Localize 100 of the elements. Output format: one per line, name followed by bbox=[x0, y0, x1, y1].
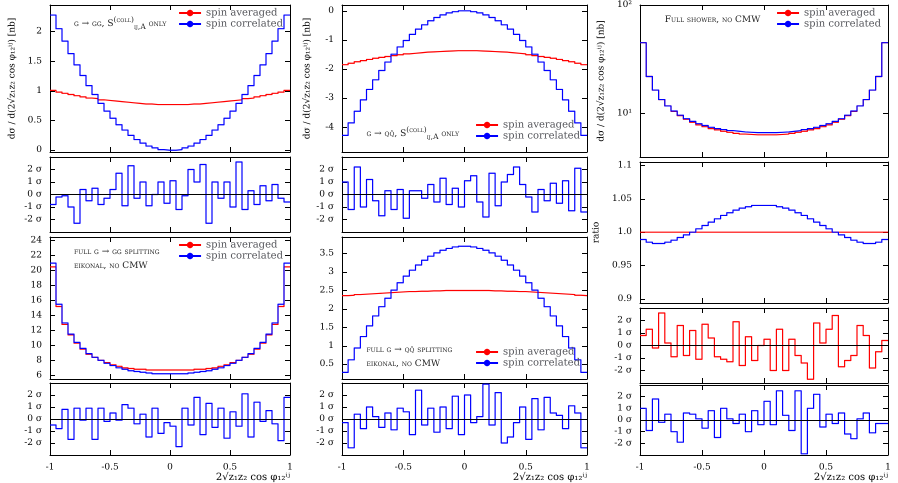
y-tick-label: -3 bbox=[325, 93, 334, 104]
y-tick-label: -2 σ bbox=[316, 438, 334, 448]
y-tick-label: 2 σ bbox=[27, 390, 42, 400]
y-tick-label: 8 bbox=[36, 355, 42, 366]
annotation: g → qq̄, S$^{(coll)}$$_{ij,A}$ only bbox=[366, 124, 460, 143]
y-tick-label: 2 σ bbox=[319, 164, 334, 174]
y-tick-label: 0 σ bbox=[319, 414, 334, 424]
x-tick-label: 0.5 bbox=[222, 462, 238, 472]
y-tick-label: -4 bbox=[325, 122, 334, 132]
y-tick-label: 1.5 bbox=[28, 56, 42, 66]
y-tick-label: -1 σ bbox=[614, 426, 632, 437]
legend-label: spin averaged bbox=[503, 120, 575, 130]
y-tick-label: 1.0 bbox=[618, 227, 632, 238]
y-tick-label: -1 σ bbox=[316, 426, 334, 436]
y-tick-label: 1 σ bbox=[27, 177, 42, 187]
y-tick-label: 22 bbox=[30, 250, 42, 261]
y-tick-label: 1 σ bbox=[27, 402, 42, 412]
y-tick-label: 0 σ bbox=[27, 190, 42, 200]
x-axis-title: 2√z₁z₂ cos φ₁₂ⁱʲ bbox=[512, 472, 587, 483]
x-tick-label: -0.5 bbox=[394, 462, 412, 472]
y-tick-label: 20 bbox=[30, 266, 42, 276]
y-tick-label: -2 σ bbox=[614, 438, 632, 448]
legend-label: spin averaged bbox=[206, 240, 278, 250]
x-tick-label: -0.5 bbox=[693, 462, 711, 472]
legend-label: spin correlated bbox=[804, 18, 882, 30]
y-tick-label: 2 σ bbox=[319, 390, 334, 400]
annotation: full g → gg splitting bbox=[74, 246, 160, 259]
x-tick-label: 0.5 bbox=[818, 462, 834, 472]
y-tick-label: -2 σ bbox=[316, 214, 334, 224]
y-tick-label: 0 σ bbox=[617, 415, 632, 425]
legend-label: spin correlated bbox=[206, 18, 284, 30]
x-tick-label: -1 bbox=[46, 462, 54, 472]
annotation: full g → qq̄ splitting bbox=[366, 344, 452, 357]
annotation: g → gg, S$^{(coll)}$$_{ij,A}$ only bbox=[74, 14, 166, 33]
annotation: eikonal, no CMW bbox=[366, 358, 442, 371]
y-tick-label: 1 σ bbox=[319, 177, 334, 187]
y-tick-label: -1 σ bbox=[24, 202, 42, 212]
y-tick-label: 2 σ bbox=[617, 392, 632, 402]
y-tick-label: 0 σ bbox=[319, 190, 334, 200]
y-tick-label: 0.9 bbox=[618, 294, 632, 304]
y-tick-label: 2 σ bbox=[617, 316, 632, 326]
y-tick-label: 0 bbox=[328, 6, 334, 16]
annotation: Full shower, no CMW bbox=[664, 14, 760, 27]
y-tick-label: -1 σ bbox=[24, 426, 42, 436]
y-tick-label: 3.5 bbox=[320, 248, 334, 259]
y-tick-label: 0 σ bbox=[27, 414, 42, 424]
y-tick-label: 2 bbox=[328, 304, 334, 314]
y-tick-label: 24 bbox=[30, 236, 42, 246]
y-tick-label: 10¹ bbox=[616, 108, 632, 119]
y-tick-label: 3 bbox=[328, 267, 334, 278]
y-tick-label: -1 σ bbox=[316, 202, 334, 212]
y-axis-title: dσ / d(2√z₁z₂ cos φ₁₂ⁱʲ) [nb] bbox=[302, 18, 312, 140]
y-tick-label: 0.95 bbox=[612, 260, 632, 271]
x-tick-label: 0.5 bbox=[518, 462, 534, 472]
legend-label: spin correlated bbox=[503, 358, 581, 368]
x-tick-label: 0 bbox=[167, 462, 174, 472]
x-tick-label: 0 bbox=[462, 462, 468, 472]
x-tick-label: 1 bbox=[584, 462, 590, 472]
y-tick-label: -2 bbox=[325, 64, 334, 74]
y-tick-label: -1 bbox=[325, 34, 334, 45]
y-tick-label: 1.5 bbox=[320, 322, 334, 332]
y-tick-label: -2 σ bbox=[24, 214, 42, 224]
y-tick-label: 12 bbox=[30, 325, 42, 336]
x-tick-label: -1 bbox=[636, 462, 644, 472]
y-tick-label: 1.1 bbox=[618, 160, 632, 170]
x-tick-label: 0 bbox=[761, 462, 768, 472]
x-axis-title: 2√z₁z₂ cos φ₁₂ⁱʲ bbox=[216, 472, 290, 483]
y-tick-label: 1.05 bbox=[612, 194, 632, 204]
y-tick-label: 1 bbox=[36, 86, 42, 96]
x-axis-title: 2√z₁z₂ cos φ₁₂ⁱʲ bbox=[814, 472, 888, 483]
y-tick-label: 2 σ bbox=[27, 164, 42, 174]
legend-label: spin correlated bbox=[206, 250, 284, 262]
y-tick-label: 0 bbox=[36, 145, 42, 156]
y-tick-label: 1 σ bbox=[617, 328, 632, 338]
y-axis-title: dσ / d(2√z₁z₂ cos φ₁₂ⁱʲ) [nb] bbox=[596, 20, 607, 142]
y-tick-label: -2 σ bbox=[24, 438, 42, 448]
y-tick-label: 2.5 bbox=[320, 285, 334, 296]
y-tick-label: 1 σ bbox=[617, 403, 632, 414]
y-tick-label: 0.5 bbox=[28, 116, 42, 126]
x-tick-label: -1 bbox=[338, 462, 346, 472]
legend-label: spin averaged bbox=[206, 8, 278, 18]
y-tick-label: -1 σ bbox=[614, 353, 632, 363]
x-tick-label: 1 bbox=[287, 462, 293, 472]
y-tick-label: 10² bbox=[616, 0, 632, 10]
y-axis-title: ratio bbox=[592, 222, 602, 244]
y-tick-label: 1 bbox=[328, 340, 334, 351]
y-tick-label: 1 σ bbox=[319, 402, 334, 412]
y-tick-label: 10 bbox=[30, 340, 42, 350]
y-axis-title: dσ / d(2√z₁z₂ cos φ₁₂ⁱʲ) [nb] bbox=[6, 18, 18, 140]
legend-label: spin correlated bbox=[503, 130, 581, 142]
y-tick-label: 0 σ bbox=[617, 340, 632, 350]
y-tick-label: 14 bbox=[30, 310, 42, 320]
y-tick-label: 6 bbox=[36, 370, 42, 380]
y-tick-label: 0.5 bbox=[320, 359, 334, 370]
legend-label: spin averaged bbox=[804, 8, 876, 18]
x-tick-label: -0.5 bbox=[101, 462, 119, 472]
y-tick-label: 2 bbox=[36, 26, 42, 37]
x-tick-label: 1 bbox=[885, 462, 891, 472]
y-tick-label: 16 bbox=[30, 296, 42, 306]
annotation: eikonal, no CMW bbox=[74, 260, 149, 273]
